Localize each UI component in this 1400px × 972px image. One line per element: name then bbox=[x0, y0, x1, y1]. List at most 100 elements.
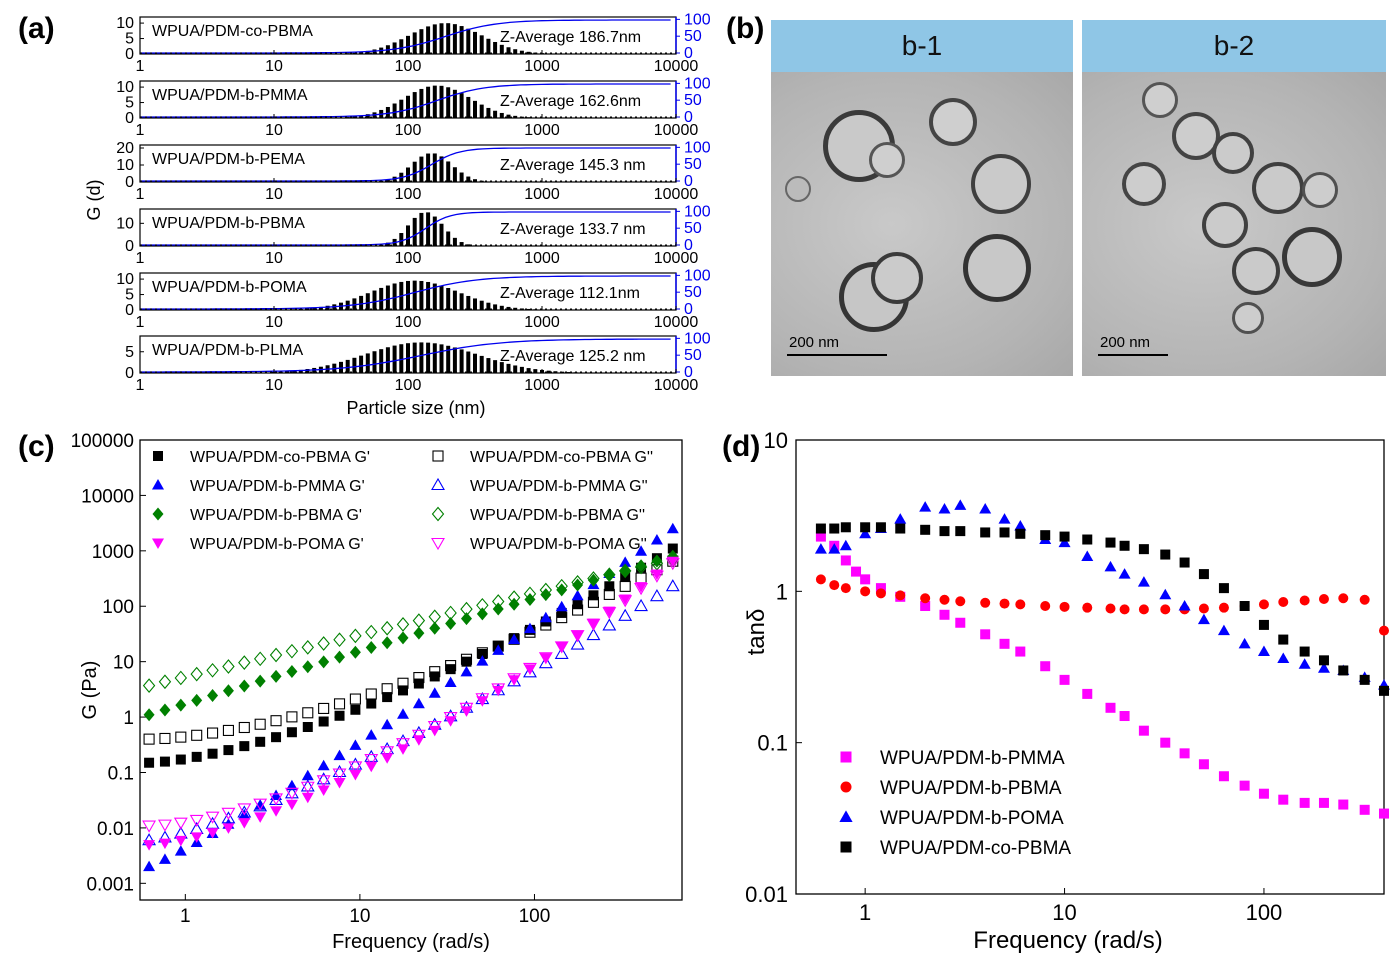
data-point bbox=[587, 596, 599, 608]
x-tick-label: 100 bbox=[519, 906, 551, 927]
data-point bbox=[539, 653, 552, 664]
dls-bar bbox=[459, 172, 464, 182]
data-point bbox=[301, 792, 314, 804]
data-point bbox=[523, 664, 536, 675]
legend-marker bbox=[431, 477, 445, 491]
dls-bar bbox=[312, 307, 317, 310]
data-point bbox=[539, 611, 552, 623]
z-average-label: Z-Average 186.7nm bbox=[500, 29, 641, 46]
data-point bbox=[508, 675, 521, 686]
data-point bbox=[875, 522, 886, 533]
dls-bar bbox=[493, 110, 498, 118]
data-point bbox=[1299, 595, 1310, 606]
dls-bar bbox=[318, 306, 323, 310]
panel-c-modulus-chart: 0.001 0.01 0.1 1 10 100 1000 10000 100000 1 10 100 F… bbox=[71, 431, 683, 953]
data-point bbox=[570, 630, 585, 643]
z-average-label: Z-Average 162.6nm bbox=[500, 93, 641, 110]
data-point bbox=[381, 683, 393, 695]
tem-particle bbox=[1122, 162, 1166, 206]
data-point bbox=[1318, 655, 1329, 666]
x-tick-label: 1000 bbox=[524, 314, 560, 331]
dls-bar bbox=[546, 53, 551, 54]
data-point bbox=[1015, 646, 1026, 657]
data-point bbox=[206, 828, 219, 839]
dls-bar bbox=[432, 153, 437, 182]
legend-label: WPUA/PDM-co-PBMA bbox=[880, 838, 1071, 859]
x-tick-label: 1 bbox=[136, 250, 145, 267]
dls-bar bbox=[412, 280, 417, 310]
right-tick-label: 0 bbox=[684, 45, 693, 62]
right-tick-label: 100 bbox=[684, 11, 711, 28]
right-tick-label: 0 bbox=[684, 301, 693, 318]
dls-bar bbox=[439, 285, 444, 310]
x-tick-label: 1 bbox=[136, 377, 145, 394]
left-tick-label: 5 bbox=[125, 95, 134, 112]
sample-label: WPUA/PDM-b-POMA bbox=[152, 279, 307, 296]
dls-bar bbox=[339, 361, 343, 373]
dls-bar bbox=[292, 370, 297, 373]
data-point bbox=[332, 764, 347, 778]
data-point bbox=[253, 799, 268, 812]
dls-bar bbox=[372, 351, 377, 373]
dls-bar bbox=[432, 216, 437, 246]
data-point bbox=[651, 554, 663, 568]
x-tick-label: 1 bbox=[136, 314, 145, 331]
data-point bbox=[1082, 602, 1093, 613]
dls-bar bbox=[493, 360, 498, 373]
right-tick-label: 0 bbox=[684, 109, 693, 126]
dls-bar bbox=[533, 309, 538, 310]
legend-marker bbox=[152, 538, 164, 549]
data-point bbox=[840, 522, 851, 533]
data-point bbox=[665, 579, 680, 592]
data-point bbox=[556, 583, 568, 597]
data-point bbox=[1160, 549, 1171, 560]
dls-bar bbox=[365, 293, 370, 310]
data-point bbox=[300, 779, 315, 792]
data-point bbox=[999, 598, 1010, 609]
right-tick-label: 50 bbox=[684, 284, 702, 301]
data-point bbox=[1239, 780, 1250, 791]
data-point bbox=[895, 590, 906, 601]
left-tick-label: 10 bbox=[116, 79, 134, 96]
dls-bar bbox=[365, 353, 370, 373]
cumulative-curve bbox=[140, 83, 671, 118]
panel-d-letter: (d) bbox=[722, 430, 761, 463]
data-point bbox=[300, 781, 315, 794]
data-point bbox=[492, 644, 505, 655]
dls-bar bbox=[426, 153, 431, 182]
x-tick-label: 100 bbox=[395, 314, 422, 331]
legend-label: WPUA/PDM-b-POMA bbox=[880, 808, 1064, 829]
data-point bbox=[461, 656, 472, 667]
data-point bbox=[618, 595, 633, 608]
dls-bar bbox=[493, 304, 498, 310]
x-tick-label: 100 bbox=[395, 58, 422, 75]
data-point bbox=[1058, 536, 1071, 548]
data-point bbox=[382, 692, 393, 703]
left-tick-label: 5 bbox=[125, 287, 134, 304]
z-average-label: Z-Average 112.1nm bbox=[500, 285, 640, 302]
data-point bbox=[254, 718, 266, 730]
x-tick-label: 10000 bbox=[654, 250, 699, 267]
dls-bar bbox=[298, 369, 303, 373]
x-tick-label: 1000 bbox=[524, 250, 560, 267]
right-tick-label: 100 bbox=[684, 330, 711, 347]
data-point bbox=[1119, 604, 1130, 615]
dls-bar bbox=[385, 242, 390, 246]
dls-bar bbox=[459, 93, 464, 118]
dls-bar bbox=[506, 47, 511, 54]
tem-particle bbox=[1212, 132, 1254, 174]
data-point bbox=[270, 669, 282, 683]
dls-bar bbox=[452, 347, 457, 373]
data-point bbox=[618, 608, 633, 621]
data-point bbox=[174, 845, 187, 856]
dls-bar bbox=[506, 363, 511, 373]
data-point bbox=[1118, 568, 1131, 579]
right-tick-label: 50 bbox=[684, 92, 702, 109]
data-point bbox=[221, 807, 236, 820]
data-point bbox=[939, 594, 950, 605]
data-point bbox=[443, 712, 458, 725]
data-point bbox=[286, 727, 297, 738]
data-point bbox=[445, 664, 456, 675]
data-point bbox=[999, 638, 1010, 649]
